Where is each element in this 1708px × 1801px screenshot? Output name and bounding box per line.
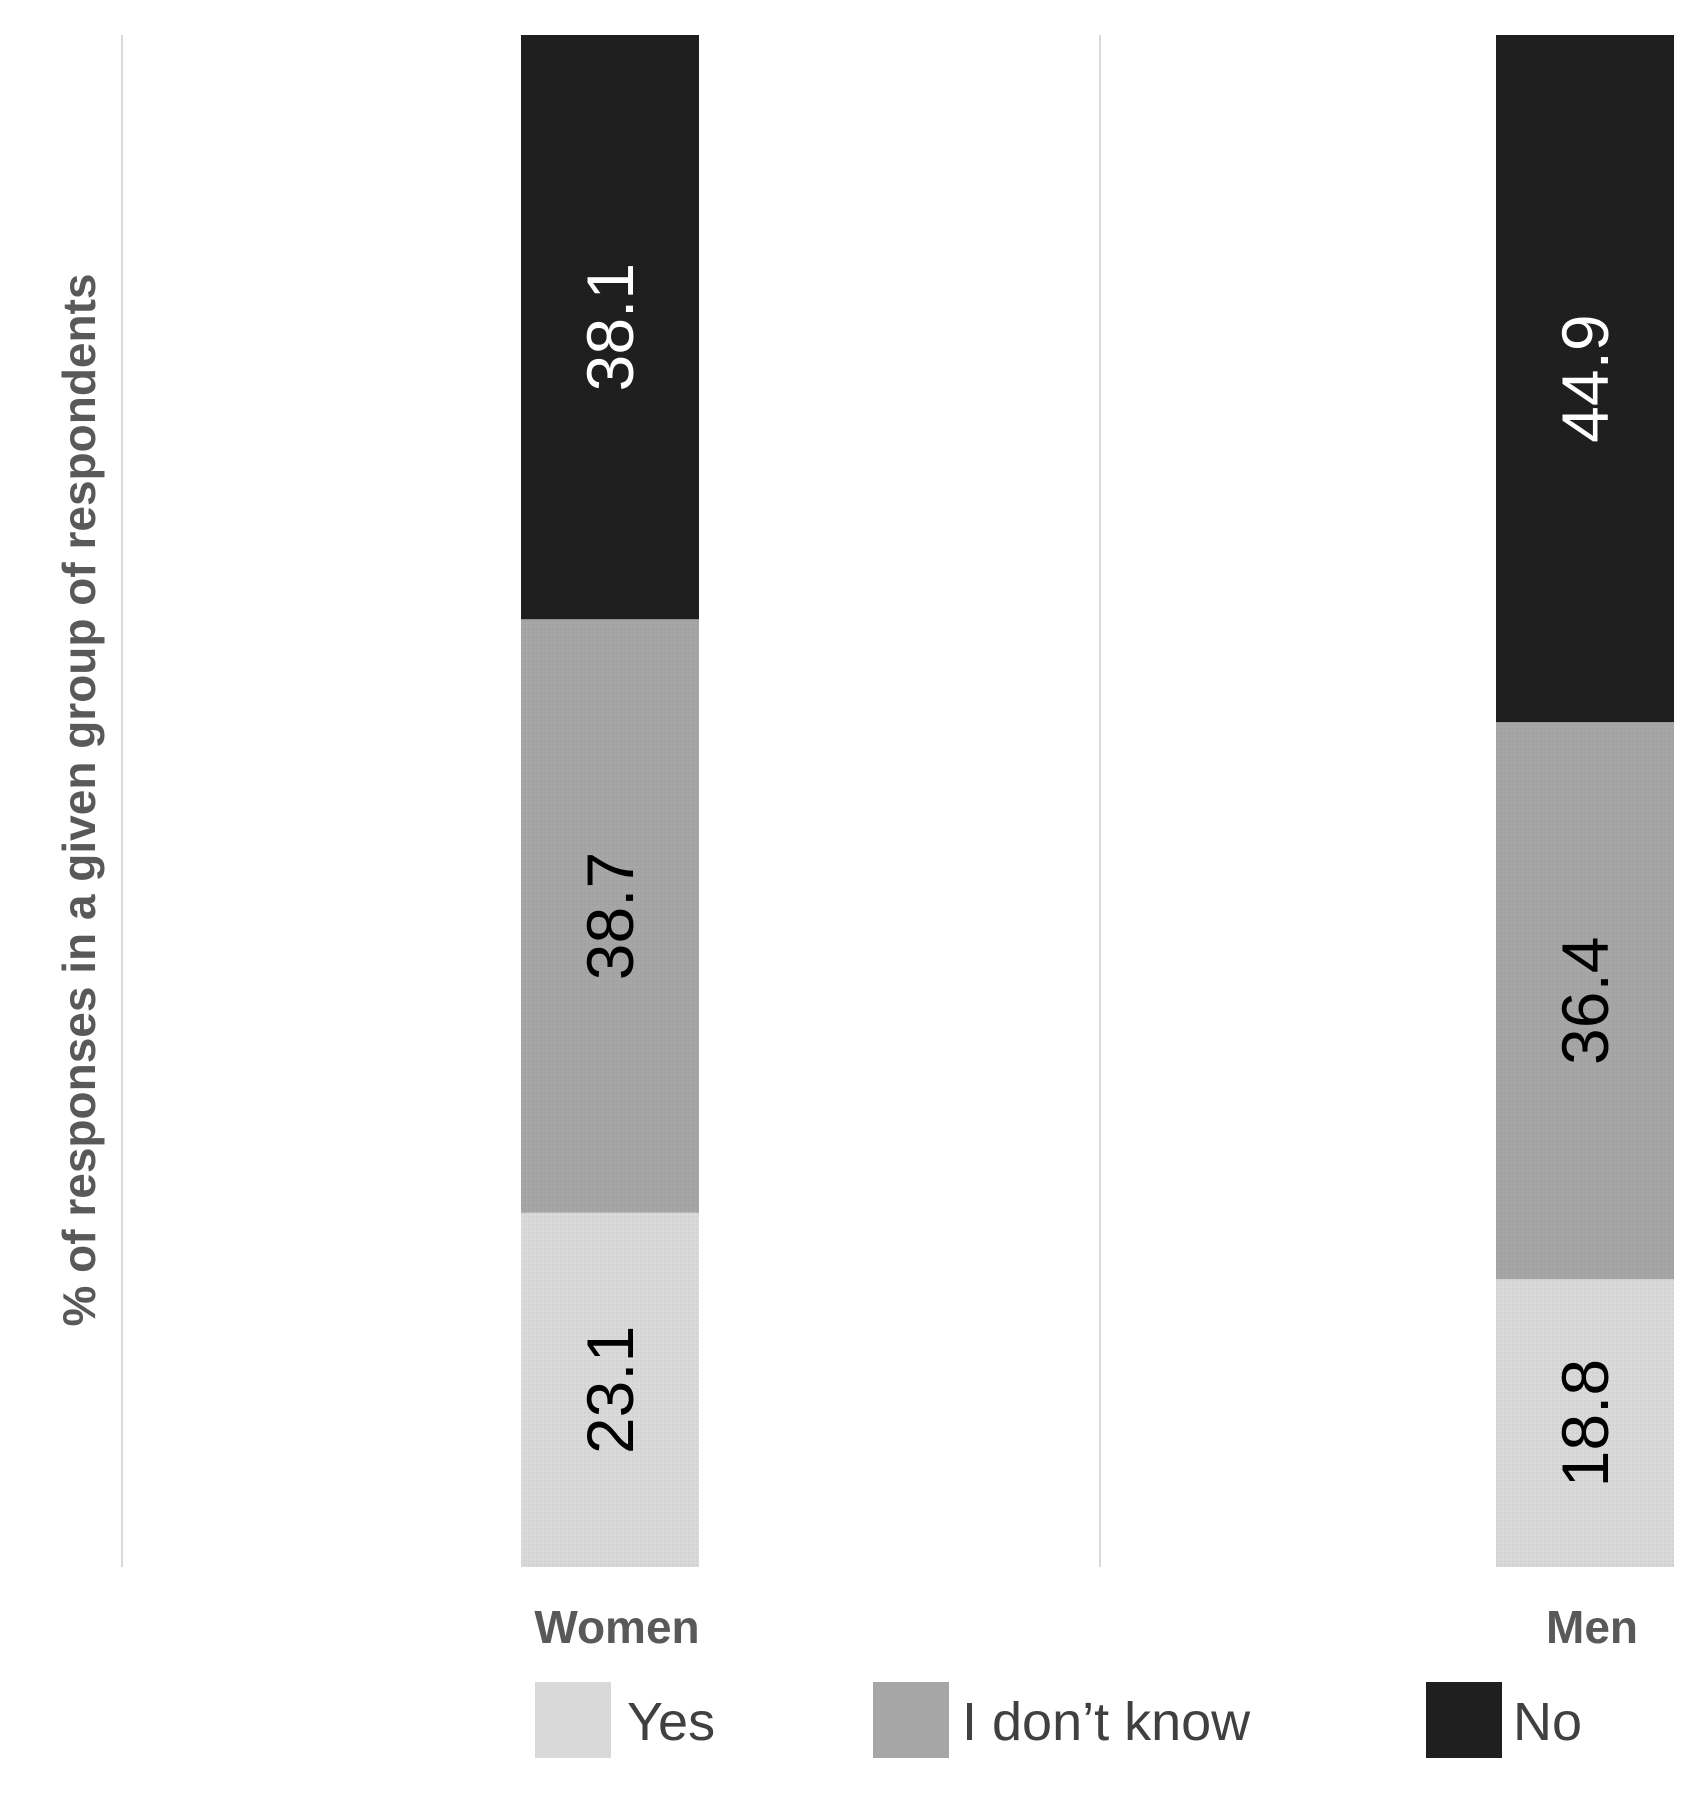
- bar-texture-men-i-don-t-know: [1496, 722, 1674, 1280]
- legend-label-no: No: [1513, 1692, 1582, 1752]
- legend-swatch-yes: [535, 1682, 611, 1758]
- legend-swatch-no: [1426, 1682, 1502, 1758]
- bars: [521, 35, 1674, 1567]
- bar-texture-men-yes: [1496, 1279, 1674, 1567]
- data-label-men-no: 44.9: [1548, 314, 1622, 442]
- legend: Yes I don’t know No: [535, 1682, 1582, 1758]
- data-label-women-i-don-t-know: 38.7: [573, 852, 647, 980]
- bar-texture-men-no: [1496, 35, 1674, 723]
- category-label-women: Women: [534, 1601, 699, 1653]
- data-label-men-yes: 18.8: [1548, 1359, 1622, 1487]
- data-label-men-i-don-t-know: 36.4: [1548, 936, 1622, 1064]
- category-label-men: Men: [1546, 1601, 1638, 1653]
- y-axis-title: % of responses in a given group of respo…: [53, 273, 105, 1326]
- bar-texture-women-no: [521, 35, 699, 620]
- bar-texture-women-yes: [521, 1212, 699, 1567]
- bar-texture-women-i-don-t-know: [521, 619, 699, 1213]
- data-label-women-no: 38.1: [573, 263, 647, 391]
- data-labels: 23.1 38.7 38.1 18.8 36.4 44.9: [573, 263, 1622, 1487]
- data-label-women-yes: 23.1: [573, 1326, 647, 1454]
- legend-label-yes: Yes: [627, 1692, 715, 1752]
- legend-swatch-dont-know: [873, 1682, 949, 1758]
- legend-label-dont-know: I don’t know: [962, 1692, 1251, 1752]
- gridlines: [121, 35, 1101, 1567]
